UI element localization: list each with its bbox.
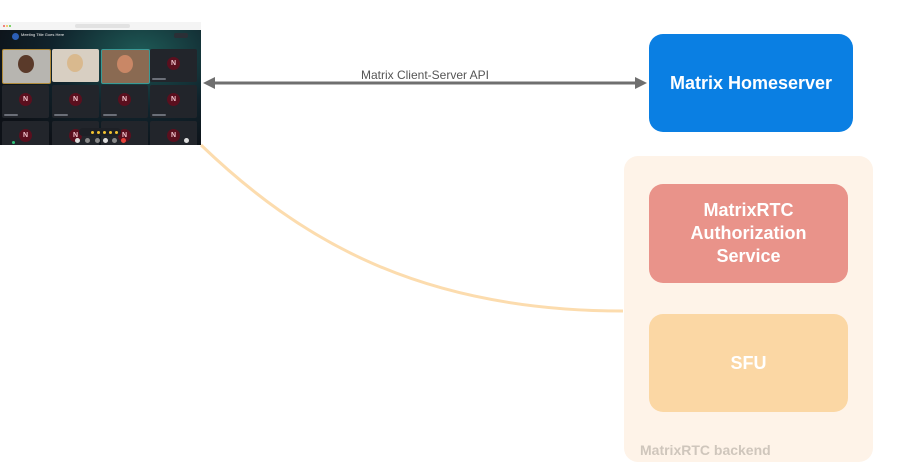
matrixrtc-authorization-service: MatrixRTC Authorization Service <box>649 184 848 283</box>
auth-service-label: MatrixRTC Authorization Service <box>690 200 807 266</box>
avatar: N <box>167 129 180 142</box>
video-tile <box>2 49 51 84</box>
video-tile: N <box>101 85 148 118</box>
avatar: N <box>19 93 32 106</box>
meeting-title: Meeting Title Goes Here <box>21 32 65 37</box>
avatar: N <box>19 129 32 142</box>
participant-video <box>117 55 133 73</box>
video-call-screenshot: Meeting Title Goes Here N N N N N N N N … <box>0 22 201 145</box>
avatar: N <box>167 93 180 106</box>
reaction-icon <box>91 131 94 134</box>
video-tile <box>101 49 150 84</box>
settings-button <box>103 138 108 143</box>
matrix-homeserver: Matrix Homeserver <box>649 34 853 132</box>
status-dot-icon <box>12 141 15 144</box>
invite-button <box>174 33 188 38</box>
hangup-button <box>121 138 126 143</box>
participant-video <box>67 54 83 72</box>
video-tile: N <box>2 85 49 118</box>
video-tile: N <box>150 85 197 118</box>
browser-bar <box>0 22 201 30</box>
room-avatar <box>12 33 19 40</box>
minimize-dot-icon <box>6 25 8 27</box>
video-tile: N <box>101 121 148 145</box>
reaction-icon <box>103 131 106 134</box>
arrowhead-right <box>635 77 647 89</box>
video-tile: N <box>150 121 197 145</box>
more-button <box>112 138 117 143</box>
video-tile: N <box>150 49 197 82</box>
maximize-dot-icon <box>9 25 11 27</box>
share-button <box>95 138 100 143</box>
participant-video <box>18 55 34 73</box>
mic-button <box>75 138 80 143</box>
reaction-icon <box>115 131 118 134</box>
camera-button <box>85 138 90 143</box>
video-tile: N <box>2 121 49 145</box>
reaction-icon <box>97 131 100 134</box>
reaction-icon <box>109 131 112 134</box>
avatar: N <box>118 93 131 106</box>
video-tile <box>52 49 99 82</box>
reaction-bar <box>79 128 121 136</box>
homeserver-label: Matrix Homeserver <box>669 72 833 93</box>
arrow-label: Matrix Client-Server API <box>360 68 490 82</box>
sfu-label: SFU <box>730 352 767 373</box>
arrowhead-left <box>203 77 215 89</box>
backend-label: MatrixRTC backend <box>640 442 771 458</box>
call-stage: Meeting Title Goes Here N N N N N N N N … <box>0 30 201 145</box>
layout-button <box>184 138 189 143</box>
avatar: N <box>69 93 82 106</box>
close-dot-icon <box>3 25 5 27</box>
sfu: SFU <box>649 314 848 412</box>
avatar: N <box>167 57 180 70</box>
video-tile: N <box>52 85 99 118</box>
url-bar <box>75 24 130 28</box>
client-to-backend-curve <box>199 143 624 313</box>
